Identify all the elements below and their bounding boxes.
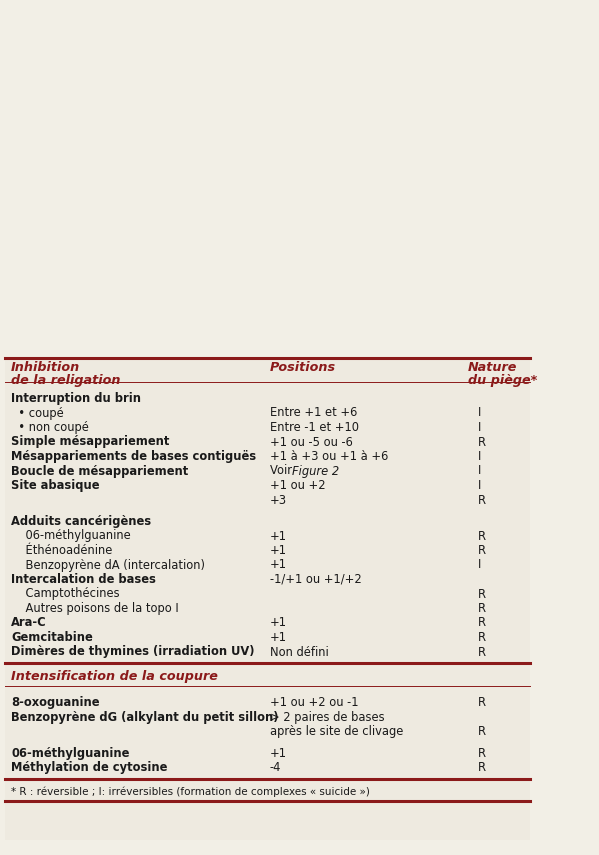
Text: Éthénoadénine: Éthénoadénine	[11, 544, 113, 557]
Text: -4: -4	[270, 761, 282, 774]
Text: +1 ou -5 ou -6: +1 ou -5 ou -6	[270, 435, 353, 449]
Text: R: R	[478, 696, 486, 709]
Text: R: R	[478, 602, 486, 615]
Text: Non défini: Non défini	[270, 646, 329, 658]
Text: après le site de clivage: après le site de clivage	[270, 725, 403, 738]
Text: I: I	[478, 464, 482, 477]
Text: +1 à +3 ou +1 à +6: +1 à +3 ou +1 à +6	[270, 450, 388, 463]
Text: Gemcitabine: Gemcitabine	[11, 631, 93, 644]
Text: +3: +3	[270, 493, 287, 506]
Text: • coupé: • coupé	[11, 406, 63, 420]
Text: Entre +1 et +6: Entre +1 et +6	[270, 406, 358, 420]
Text: R: R	[478, 746, 486, 759]
Text: R: R	[478, 544, 486, 557]
Text: +1: +1	[270, 616, 287, 629]
Text: de la religation: de la religation	[11, 374, 120, 387]
Text: Nature: Nature	[468, 361, 518, 374]
Text: +1: +1	[270, 746, 287, 759]
Text: Mésappariements de bases contiguës: Mésappariements de bases contiguës	[11, 450, 256, 463]
Text: I: I	[478, 479, 482, 492]
Text: Positions: Positions	[270, 361, 336, 374]
Bar	[5, 358, 530, 840]
Text: 8-oxoguanine: 8-oxoguanine	[11, 696, 99, 709]
Text: R: R	[478, 631, 486, 644]
Text: I: I	[478, 406, 482, 420]
Text: Ara-C: Ara-C	[11, 616, 47, 629]
Text: Figure 2: Figure 2	[292, 464, 339, 477]
Text: 06-méthylguanine: 06-méthylguanine	[11, 529, 131, 543]
Text: Autres poisons de la topo I: Autres poisons de la topo I	[11, 602, 179, 615]
Text: Benzopyrène dA (intercalation): Benzopyrène dA (intercalation)	[11, 558, 205, 571]
Text: Benzopyrène dG (alkylant du petit sillon): Benzopyrène dG (alkylant du petit sillon…	[11, 711, 279, 723]
Text: R: R	[478, 493, 486, 506]
Text: Site abasique: Site abasique	[11, 479, 99, 492]
Text: Adduits cancérigènes: Adduits cancérigènes	[11, 515, 151, 528]
Text: Méthylation de cytosine: Méthylation de cytosine	[11, 761, 167, 774]
Text: R: R	[478, 529, 486, 543]
Text: Simple mésappariement: Simple mésappariement	[11, 435, 170, 449]
Text: +1 ou +2 ou -1: +1 ou +2 ou -1	[270, 696, 358, 709]
Text: +1: +1	[270, 631, 287, 644]
Text: Intensification de la coupure: Intensification de la coupure	[11, 670, 218, 683]
Text: * R : réversible ; I: irréversibles (formation de complexes « suicide »): * R : réversible ; I: irréversibles (for…	[11, 787, 370, 797]
Text: • non coupé: • non coupé	[11, 421, 89, 434]
Text: +1: +1	[270, 544, 287, 557]
Text: Voir: Voir	[270, 464, 296, 477]
Text: Intercalation de bases: Intercalation de bases	[11, 573, 156, 586]
Text: > 2 paires de bases: > 2 paires de bases	[270, 711, 385, 723]
Text: R: R	[478, 646, 486, 658]
Text: -1/+1 ou +1/+2: -1/+1 ou +1/+2	[270, 573, 362, 586]
Text: +1 ou +2: +1 ou +2	[270, 479, 326, 492]
Text: I: I	[478, 421, 482, 434]
Text: +1: +1	[270, 529, 287, 543]
Text: Boucle de mésappariement: Boucle de mésappariement	[11, 464, 188, 477]
Text: R: R	[478, 616, 486, 629]
Text: R: R	[478, 587, 486, 600]
Text: I: I	[478, 450, 482, 463]
Text: I: I	[478, 558, 482, 571]
Text: 06-méthylguanine: 06-méthylguanine	[11, 746, 129, 759]
Text: R: R	[478, 761, 486, 774]
Text: Camptothécines: Camptothécines	[11, 587, 120, 600]
Text: Interruption du brin: Interruption du brin	[11, 392, 141, 405]
Text: +1: +1	[270, 558, 287, 571]
Text: Inhibition: Inhibition	[11, 361, 80, 374]
Text: R: R	[478, 435, 486, 449]
Text: R: R	[478, 725, 486, 738]
Text: Entre -1 et +10: Entre -1 et +10	[270, 421, 359, 434]
Text: Dimères de thymines (irradiation UV): Dimères de thymines (irradiation UV)	[11, 646, 255, 658]
Text: du piège*: du piège*	[468, 374, 537, 387]
